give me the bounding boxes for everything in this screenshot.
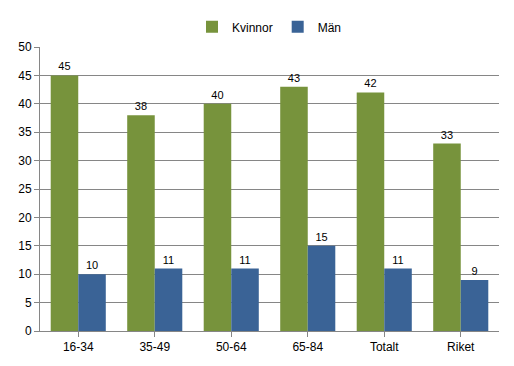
svg-text:5: 5 (25, 296, 32, 310)
svg-text:43: 43 (288, 72, 300, 84)
svg-text:15: 15 (315, 231, 327, 243)
svg-text:11: 11 (392, 254, 403, 266)
svg-text:50-64: 50-64 (216, 340, 247, 354)
svg-text:35: 35 (18, 125, 32, 139)
svg-text:11: 11 (163, 254, 174, 266)
svg-text:25: 25 (18, 182, 32, 196)
svg-text:45: 45 (18, 69, 32, 83)
svg-text:16-34: 16-34 (63, 340, 94, 354)
svg-text:35-49: 35-49 (139, 340, 170, 354)
svg-text:15: 15 (18, 239, 32, 253)
svg-text:Kvinnor: Kvinnor (232, 21, 273, 35)
svg-text:11: 11 (239, 254, 250, 266)
svg-text:Riket: Riket (447, 340, 475, 354)
svg-text:10: 10 (86, 259, 98, 271)
svg-text:45: 45 (58, 60, 70, 72)
svg-text:Män: Män (318, 21, 341, 35)
svg-text:38: 38 (135, 100, 147, 112)
svg-text:50: 50 (18, 40, 32, 54)
svg-text:Totalt: Totalt (370, 340, 399, 354)
svg-text:9: 9 (471, 265, 477, 277)
svg-text:20: 20 (18, 211, 32, 225)
svg-text:40: 40 (211, 89, 223, 101)
svg-text:42: 42 (364, 77, 376, 89)
svg-text:30: 30 (18, 154, 32, 168)
svg-text:65-84: 65-84 (292, 340, 323, 354)
svg-text:40: 40 (18, 97, 32, 111)
svg-text:0: 0 (25, 324, 32, 338)
svg-text:33: 33 (441, 129, 453, 141)
svg-text:10: 10 (18, 267, 32, 281)
